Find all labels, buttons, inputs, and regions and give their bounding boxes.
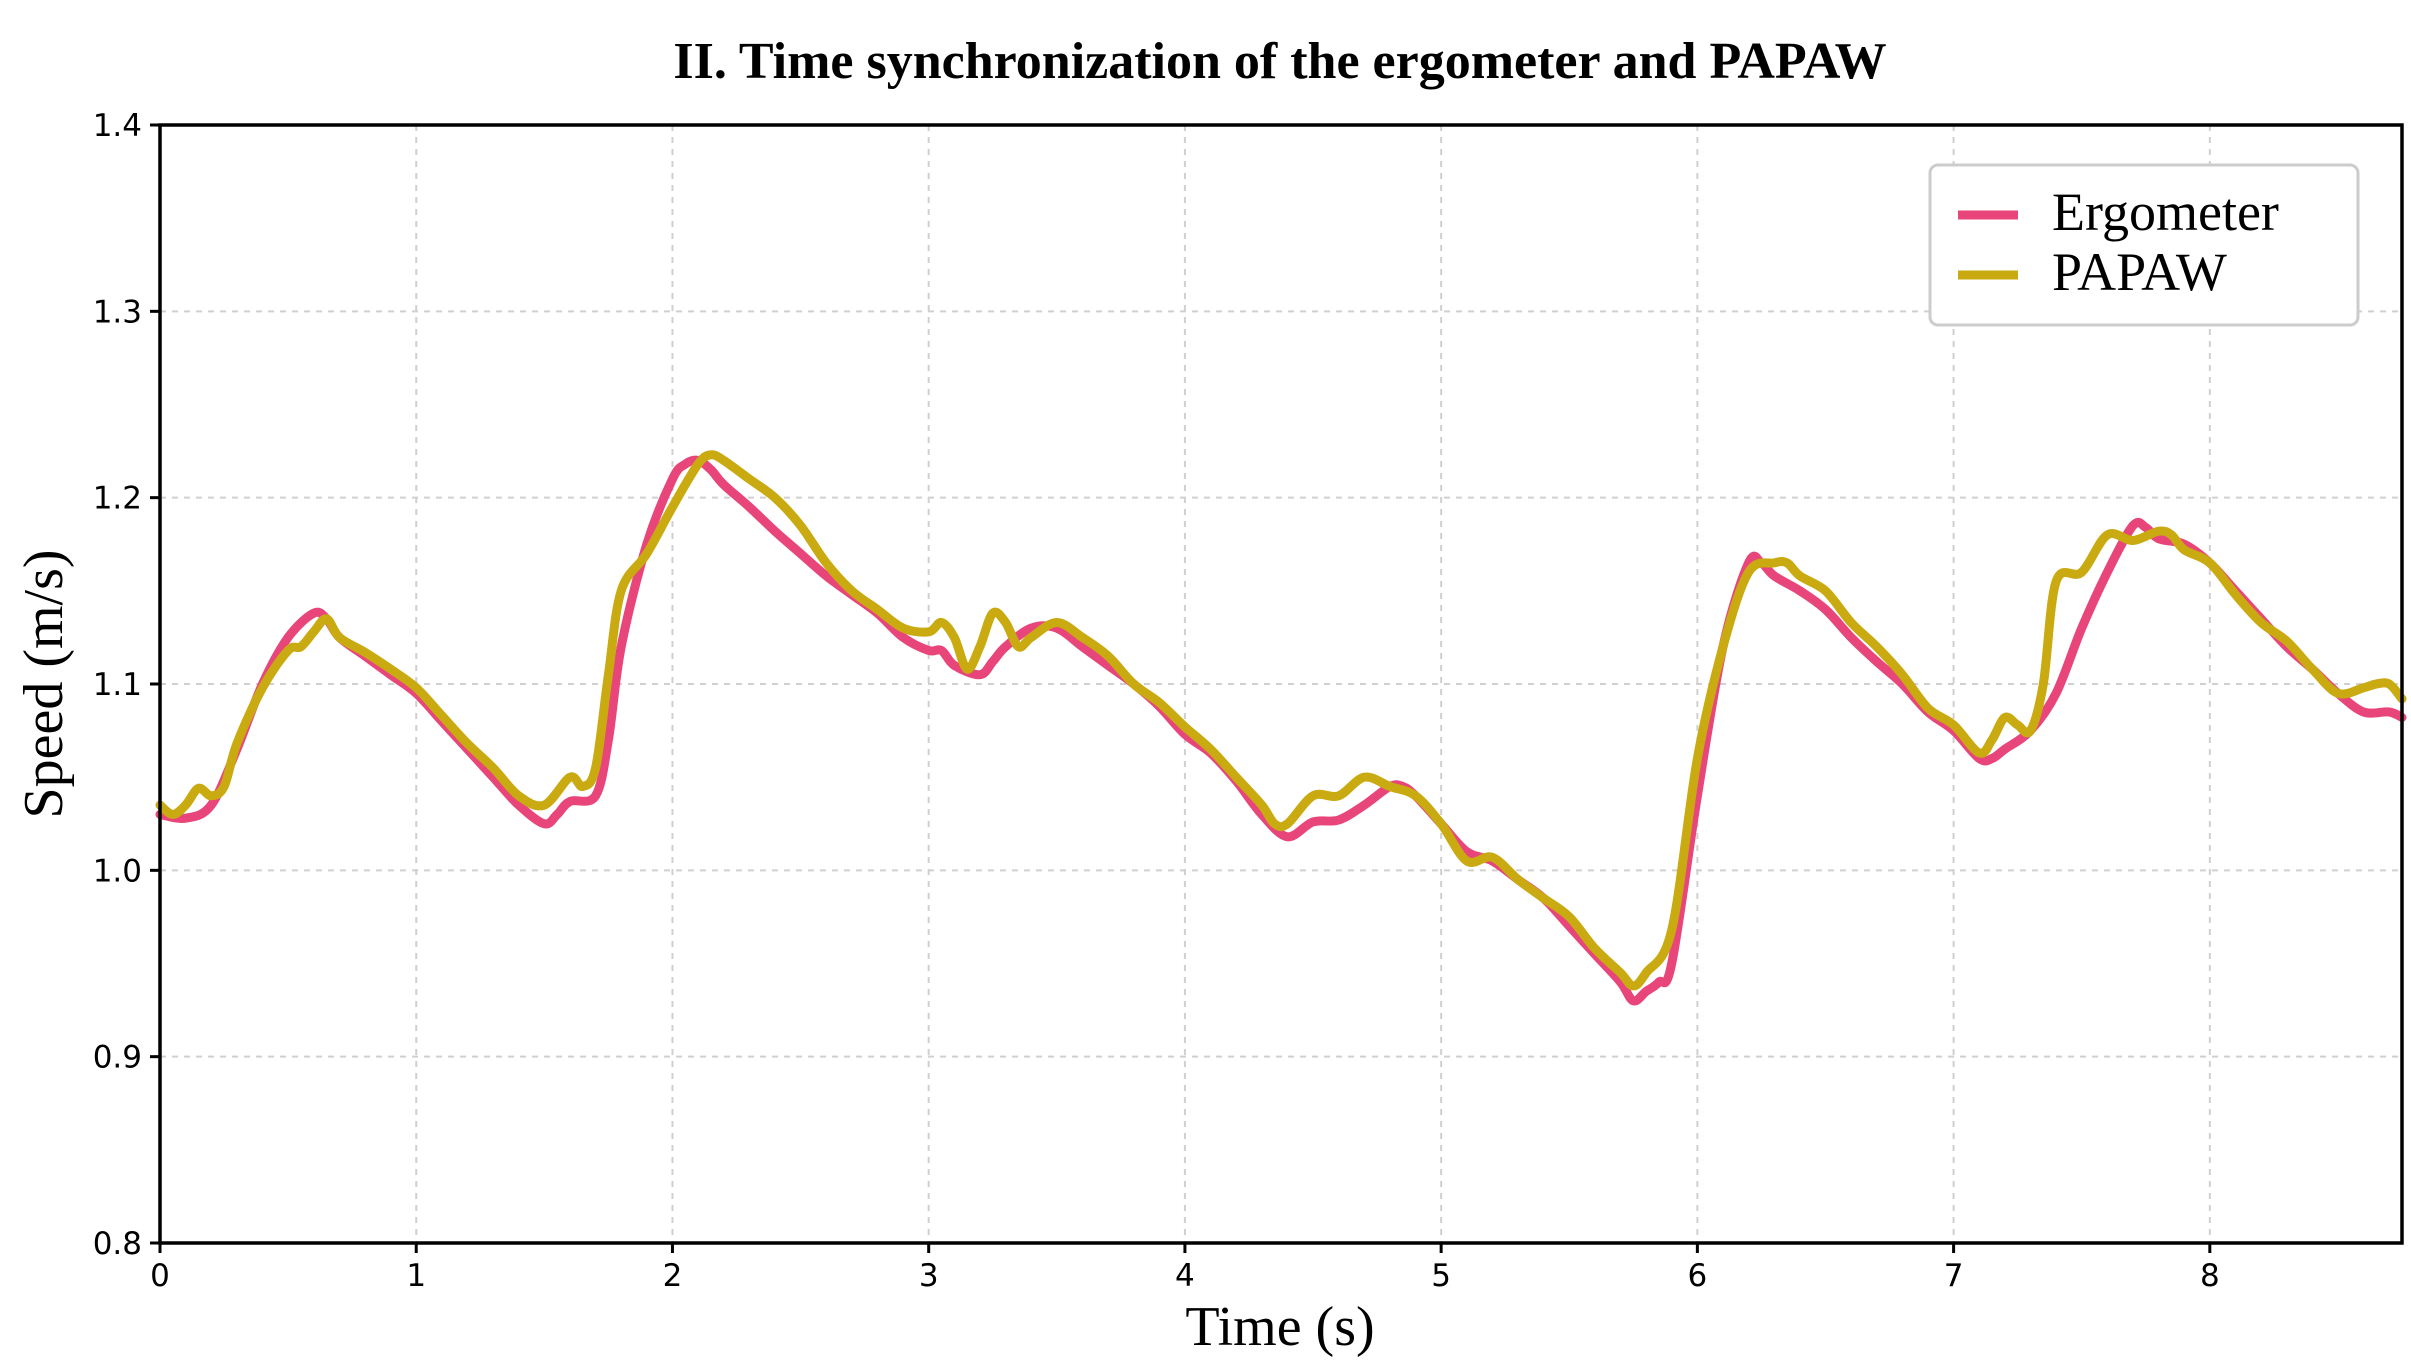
y-tick-label: 0.9 [93,1040,142,1076]
plot-area [155,450,2407,1006]
x-tick-label: 5 [1431,1258,1451,1294]
legend-label-papaw: PAPAW [2052,242,2227,302]
chart-title: II. Time synchronization of the ergomete… [673,33,1886,90]
legend: Ergometer PAPAW [1928,163,2360,327]
y-tick-label: 1.2 [93,481,142,517]
x-tick-label: 7 [1944,1258,1964,1294]
y-tick-label: 1.0 [93,853,142,889]
y-tick-label: 1.1 [93,667,142,703]
x-tick-label: 3 [919,1258,939,1294]
x-axis-label: Time (s) [1185,1296,1374,1358]
x-tick-label: 8 [2200,1258,2220,1294]
series-line-papaw [155,450,2407,991]
series-line-ergometer [155,455,2407,1006]
grid [160,125,2402,1243]
x-tick-label: 0 [150,1258,170,1294]
y-tick-label: 1.3 [93,294,142,330]
x-tick-label: 1 [406,1258,426,1294]
y-tick-label: 1.4 [93,108,142,144]
y-tick-label: 0.8 [93,1226,142,1262]
legend-label-ergometer: Ergometer [2052,182,2279,242]
ticks: 0 1 2 3 4 5 6 7 8 0.8 0.9 1.0 1.1 1.2 1.3 1.4 [93,108,2220,1294]
x-tick-label: 4 [1175,1258,1195,1294]
y-axis-label: Speed (m/s) [13,549,75,818]
x-tick-label: 2 [663,1258,683,1294]
x-tick-label: 6 [1688,1258,1708,1294]
legend-box [1928,163,2360,327]
